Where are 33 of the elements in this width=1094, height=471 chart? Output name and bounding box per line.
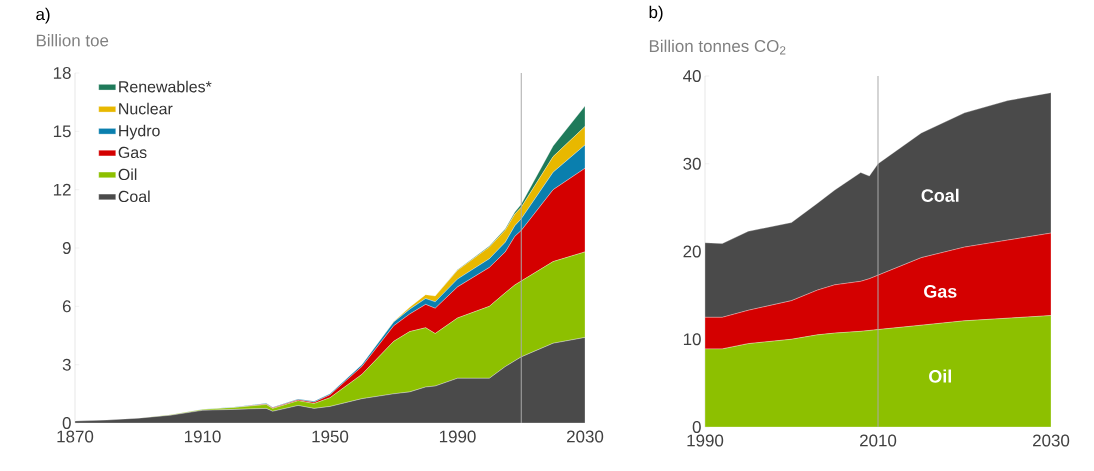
x-tick-label: 1990 xyxy=(439,430,476,443)
x-tick-label: 1990 xyxy=(687,434,724,447)
y-tick-label: 18 xyxy=(53,67,71,79)
legend-label: Nuclear xyxy=(119,102,173,115)
x-tick-label: 1870 xyxy=(57,430,94,443)
y-tick-label: 15 xyxy=(53,125,71,138)
legend-label: Renewables* xyxy=(119,80,212,93)
y-tick-label: 20 xyxy=(683,245,701,258)
y-tick-label: 3 xyxy=(62,358,71,371)
y-tick-label: 0 xyxy=(692,421,701,433)
x-tick-label: 2010 xyxy=(860,434,897,447)
y-tick-label: 9 xyxy=(62,242,71,254)
x-tick-label: 2030 xyxy=(1033,434,1070,447)
series-label: Gas xyxy=(924,285,957,298)
y-tick-label: 30 xyxy=(683,157,701,170)
y-tick-label: 0 xyxy=(62,417,71,429)
y-axis-title: Billion toe xyxy=(36,34,109,47)
legend-label: Hydro xyxy=(119,124,160,140)
legend-label: Oil xyxy=(118,168,137,181)
x-tick-label: 1910 xyxy=(184,430,221,443)
y-axis-title: Billion tonnes CO$_{2}$ xyxy=(649,39,786,55)
x-tick-label: 1950 xyxy=(312,430,349,443)
chart-title: b) xyxy=(649,5,663,22)
legend-label: Gas xyxy=(118,146,147,159)
series-label: Coal xyxy=(921,188,959,202)
series-label: Oil xyxy=(929,369,951,383)
y-tick-label: 6 xyxy=(62,300,71,313)
legend-label: Coal xyxy=(118,190,150,203)
y-tick-label: 12 xyxy=(53,183,71,196)
chart-title: a) xyxy=(36,7,50,24)
x-tick-label: 2030 xyxy=(567,430,604,443)
y-tick-label: 40 xyxy=(683,70,701,82)
y-tick-label: 10 xyxy=(683,333,701,346)
